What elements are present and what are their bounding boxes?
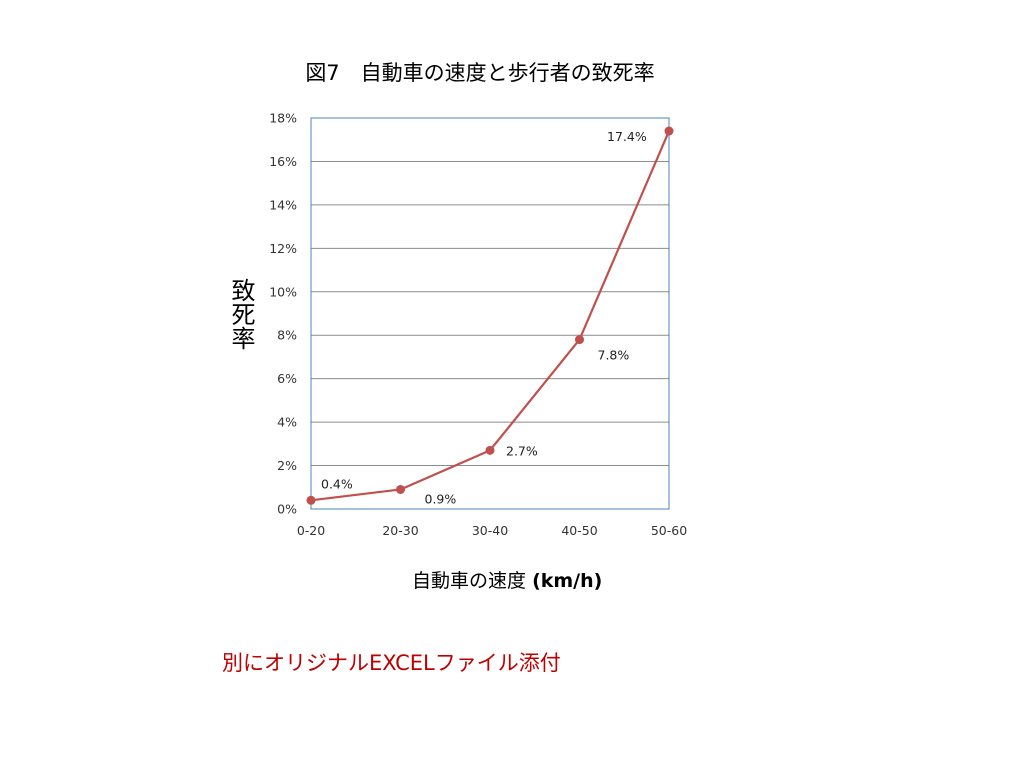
x-axis-label-unit: (km/h) <box>532 570 603 592</box>
x-tick-label: 0-20 <box>297 523 325 538</box>
x-tick-label: 20-30 <box>382 523 418 538</box>
chart-title: 図7 自動車の速度と歩行者の致死率 <box>305 61 655 85</box>
data-label: 17.4% <box>607 129 647 144</box>
data-point <box>485 445 495 455</box>
plot-frame <box>310 117 670 510</box>
y-tick-label: 8% <box>277 328 297 343</box>
y-axis-label: 致死率 <box>227 278 255 350</box>
data-label: 0.9% <box>425 491 457 506</box>
y-tick-label: 0% <box>277 502 297 517</box>
y-tick-label: 12% <box>269 241 297 256</box>
x-tick-label: 40-50 <box>561 523 597 538</box>
data-point <box>396 484 405 494</box>
data-point <box>575 335 584 345</box>
data-label: 2.7% <box>506 443 538 458</box>
y-tick-label: 16% <box>269 154 297 169</box>
y-tick-label: 2% <box>277 458 297 473</box>
data-point <box>664 126 674 136</box>
data-label: 7.8% <box>598 348 630 363</box>
y-tick-label: 10% <box>269 284 297 299</box>
x-tick-labels: 0-20 20-30 30-40 40-50 50-60 <box>297 523 687 538</box>
series-line <box>310 130 671 502</box>
x-tick-label: 50-60 <box>651 523 687 538</box>
attachment-note: 別にオリジナルEXCELファイル添付 <box>222 651 561 675</box>
series <box>306 126 674 505</box>
y-tick-label: 18% <box>269 111 297 126</box>
x-axis-label: 自動車の速度 (km/h) <box>412 566 602 593</box>
data-label: 0.4% <box>321 476 353 491</box>
y-tick-label: 6% <box>277 371 297 386</box>
x-tick-label: 30-40 <box>472 523 508 538</box>
y-tick-label: 14% <box>269 197 297 212</box>
data-point <box>306 495 316 505</box>
data-labels: 0.4% 0.9% 2.7% 7.8% 17.4% <box>321 129 647 506</box>
y-tick-label: 4% <box>277 415 297 430</box>
y-tick-labels: 0% 2% 4% 6% 8% 10% 12% 14% 16% 18% <box>269 111 297 517</box>
x-axis-label-main: 自動車の速度 <box>412 570 527 592</box>
